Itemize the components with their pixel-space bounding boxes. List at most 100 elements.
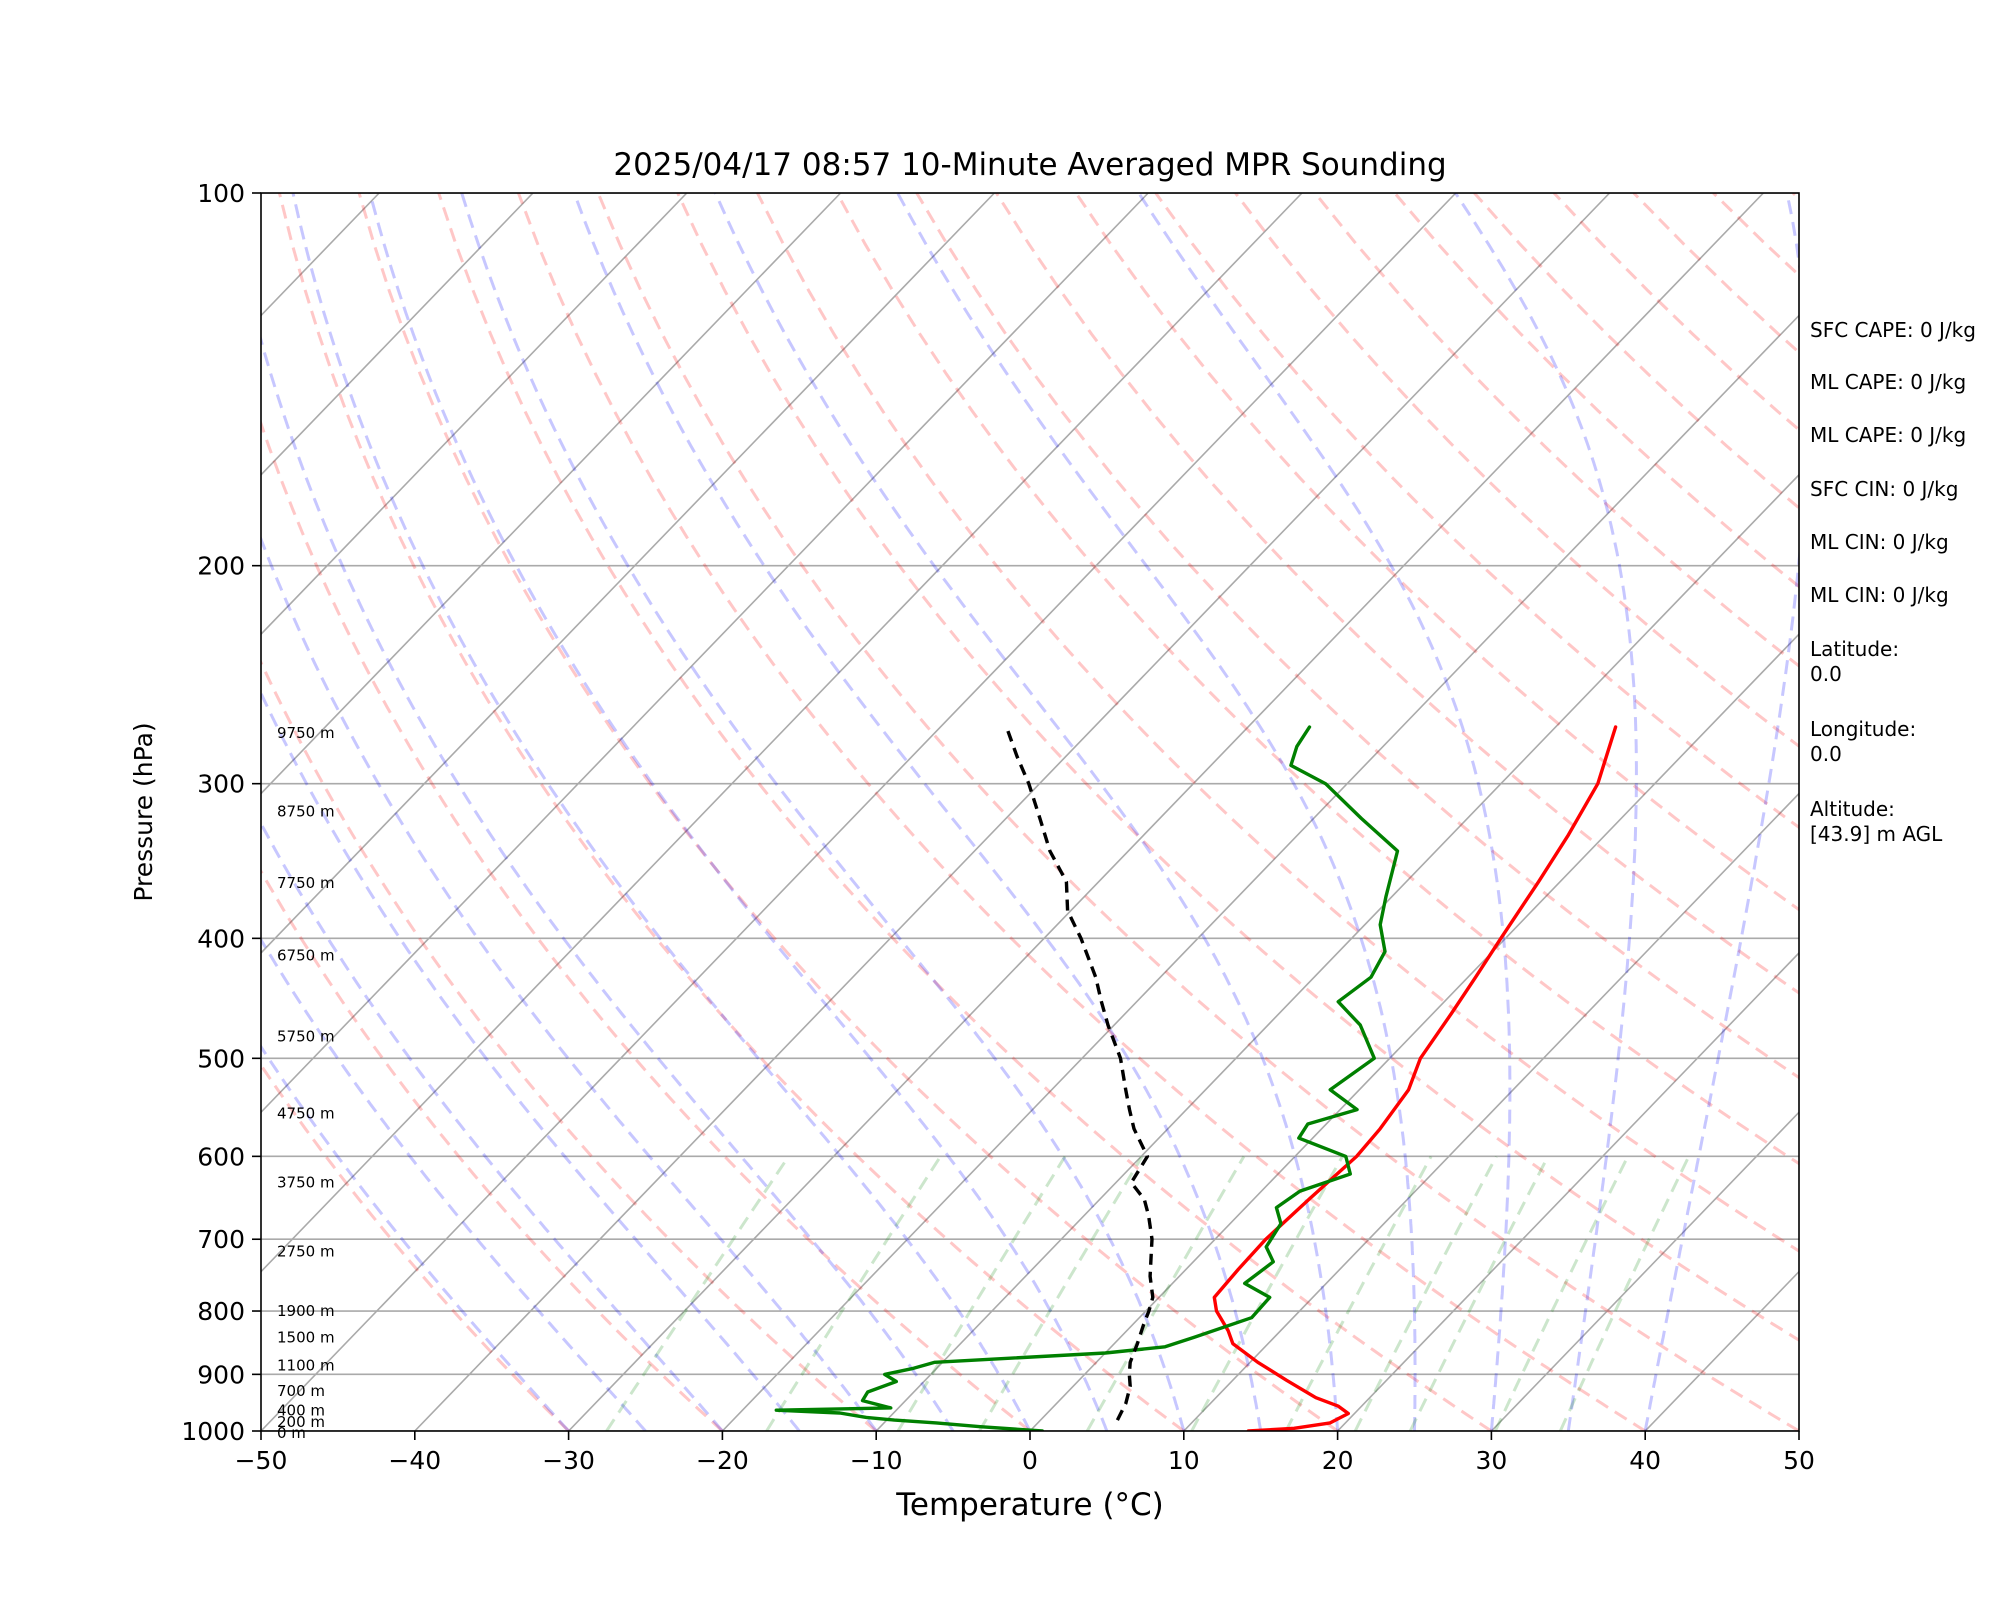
dry-adiabat-line (516, 193, 1646, 1431)
y-tick-label: 100 (197, 179, 245, 208)
moist-adiabat-line (1643, 193, 1799, 1431)
height-annotation: 5750 m (277, 1027, 335, 1045)
height-annotation: 2750 m (277, 1242, 335, 1260)
moist-adiabat-line (261, 936, 647, 1431)
isotherm-line (1183, 792, 1799, 1431)
height-annotation: 1900 m (277, 1302, 335, 1320)
mixing-ratio-line (1493, 1155, 1630, 1431)
height-annotation: 0 m (277, 1424, 306, 1442)
mixing-ratio-line (1353, 1155, 1498, 1431)
parcel-line (1004, 726, 1155, 1421)
height-annotations: 9750 m 8750 m 7750 m 6750 m 5750 m 4750 m 3750… (277, 724, 335, 1442)
y-tick-label: 300 (197, 770, 245, 799)
y-tick-label: 700 (197, 1225, 245, 1254)
chart-title: 2025/04/17 08:57 10-Minute Averaged MPR … (613, 147, 1446, 183)
ml-cape-stat: ML CAPE: 0 J/kg (1810, 370, 1967, 394)
stats-panel: SFC CAPE: 0 J/kg ML CAPE: 0 J/kg ML CAPE… (1810, 300, 2000, 860)
moist-adiabat-line (368, 193, 1109, 1431)
dry-adiabat-line (357, 193, 1339, 1431)
dry-adiabat-line (437, 193, 1493, 1431)
ml-cin-stat: ML CIN: 0 J/kg (1810, 530, 1949, 554)
ml-cape-stat-2: ML CAPE: 0 J/kg (1810, 423, 1967, 447)
isotherm-line (261, 193, 995, 955)
dry-adiabat-line (835, 193, 1799, 1166)
isotherm-line (1337, 951, 1799, 1431)
y-tick-label: 600 (197, 1142, 245, 1171)
height-annotation: 6750 m (277, 947, 335, 965)
x-tick-label: 0 (1022, 1446, 1038, 1475)
dry-adiabat-line (261, 658, 878, 1431)
x-tick-label: 40 (1629, 1446, 1661, 1475)
isotherm-line (1029, 633, 1799, 1431)
mixing-ratio-line (1284, 1155, 1433, 1431)
moist-adiabat-line (1137, 193, 1512, 1431)
series-layer (774, 725, 1618, 1431)
x-tick-label: −10 (850, 1446, 903, 1475)
x-tick-label: 20 (1322, 1446, 1354, 1475)
y-tick-label: 200 (197, 552, 245, 581)
mixing-ratio-line (896, 1155, 1067, 1431)
mixing-ratio-line (1085, 1155, 1246, 1431)
height-annotation: 700 m (277, 1382, 325, 1400)
x-tick-label: −40 (388, 1446, 441, 1475)
x-tick-label: −30 (542, 1446, 595, 1475)
x-tick-label: −20 (696, 1446, 749, 1475)
ml-cin-stat-2: ML CIN: 0 J/kg (1810, 583, 1949, 607)
x-tick-label: 50 (1783, 1446, 1815, 1475)
height-annotation: 3750 m (277, 1174, 335, 1192)
dry-adiabat-line (261, 868, 724, 1431)
latitude-label: Latitude: (1810, 637, 1900, 661)
mixing-ratio-line (1558, 1155, 1691, 1431)
y-tick-label: 400 (197, 924, 245, 953)
isotherm-line (261, 193, 842, 795)
y-tick-label: 800 (197, 1297, 245, 1326)
moist-adiabat-line (261, 1044, 570, 1431)
isotherm-line (261, 193, 1149, 1114)
y-tick-label: 900 (197, 1360, 245, 1389)
x-axis-label: Temperature (°C) (895, 1487, 1164, 1523)
isotherm-line (568, 193, 1764, 1431)
dry-adiabat-line (756, 193, 1799, 1253)
dry-adiabat-line (261, 419, 1031, 1431)
isotherm-line (1490, 1111, 1799, 1431)
latitude-value: 0.0 (1810, 662, 1842, 686)
isotherm-line (721, 314, 1799, 1431)
dry-adiabat-line (261, 1062, 570, 1431)
moist-adiabat-line (572, 193, 1263, 1431)
height-annotation: 8750 m (277, 803, 335, 821)
height-annotation: 400 m (277, 1402, 325, 1420)
isotherm-line (261, 193, 688, 636)
isotherm-line (875, 473, 1799, 1431)
x-tick-label: 30 (1475, 1446, 1507, 1475)
dry-adiabat-line (596, 193, 1799, 1431)
mixing-ratio-line (1408, 1155, 1550, 1431)
x-axis: −50 −40 −30 −20 −10 0 10 20 30 40 50 (235, 1431, 1815, 1475)
y-tick-label: 500 (197, 1044, 245, 1073)
moist-adiabat-line (460, 193, 1186, 1431)
sfc-cape-stat: SFC CAPE: 0 J/kg (1810, 318, 1976, 342)
isotherm-line (414, 193, 1611, 1431)
y-axis-label: Pressure (hPa) (129, 722, 158, 901)
moist-adiabat-line (896, 193, 1417, 1431)
height-annotation: 1100 m (277, 1356, 335, 1374)
dry-adiabat-line (676, 193, 1799, 1342)
height-annotation: 1500 m (277, 1328, 335, 1346)
sfc-cin-stat: SFC CIN: 0 J/kg (1810, 477, 1959, 501)
mixing-ratio-line (605, 1155, 790, 1431)
moist-adiabat-line (714, 193, 1340, 1431)
moist-adiabat-line (1454, 193, 1638, 1431)
isotherm-line (261, 193, 1457, 1431)
y-tick-label: 1000 (181, 1417, 245, 1446)
height-annotation: 4750 m (277, 1104, 335, 1122)
mixing-ratio-line (765, 1155, 942, 1431)
isotherm-line (261, 193, 1303, 1273)
temperature-line (1212, 725, 1618, 1431)
mixing-ratio-line (978, 1155, 1144, 1431)
moist-adiabat-line (291, 193, 1032, 1431)
longitude-label: Longitude: (1810, 717, 1917, 741)
altitude-value: [43.9] m AGL (1810, 822, 1943, 846)
isotherm-line (261, 193, 534, 476)
x-tick-label: −50 (235, 1446, 288, 1475)
dewpoint-line (774, 725, 1400, 1431)
dry-adiabat-line (277, 193, 1185, 1431)
